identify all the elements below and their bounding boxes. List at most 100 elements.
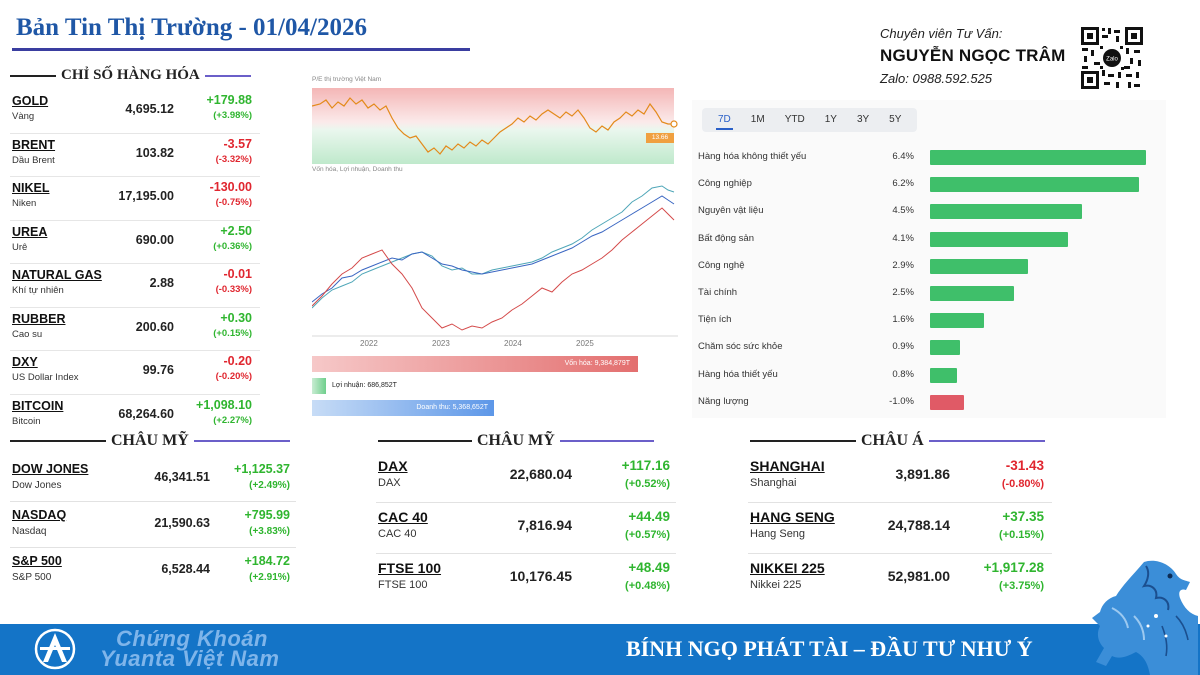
sector-row[interactable]: Hàng hóa không thiết yếu 6.4% (692, 144, 1166, 171)
commodity-subtitle: Dầu Brent (12, 154, 55, 166)
index-row[interactable]: DOW JONES Dow Jones 46,341.51 +1,125.37 (+2.… (10, 456, 296, 502)
commodity-change-pct: (+0.36%) (213, 240, 252, 252)
sector-row[interactable]: Tiện ích 1.6% (692, 307, 1166, 334)
consultant-zalo: Zalo: 0988.592.525 (880, 71, 993, 86)
index-name[interactable]: S&P 500 (12, 554, 62, 568)
index-name[interactable]: DOW JONES (12, 462, 89, 476)
sector-change-pct: 4.1% (892, 232, 914, 244)
sector-row[interactable]: Bất động sản 4.1% (692, 226, 1166, 253)
commodity-change-pct: (+0.15%) (213, 327, 252, 339)
index-name[interactable]: SHANGHAI (750, 458, 825, 474)
index-value: 24,788.14 (887, 517, 950, 533)
index-row[interactable]: DAX DAX 22,680.04 +117.16 (+0.52%) (376, 452, 676, 503)
tab-3y[interactable]: 3Y (856, 114, 870, 125)
sector-row[interactable]: Nguyên vật liệu 4.5% (692, 198, 1166, 225)
year-label: 2024 (504, 339, 522, 348)
index-change-pct: (+2.91%) (249, 572, 290, 583)
index-subtitle: Nikkei 225 (750, 579, 802, 591)
index-change-pct: (+3.83%) (249, 526, 290, 537)
commodity-row[interactable]: BRENT Dầu Brent 103.82 -3.57 (-3.32%) (10, 134, 260, 177)
commodity-row[interactable]: NIKEL Niken 17,195.00 -130.00 (-0.75%) (10, 177, 260, 221)
index-name[interactable]: DAX (378, 458, 408, 474)
profit-legend: Lợi nhuận: 686,852T (332, 382, 397, 389)
commodity-name[interactable]: NATURAL GAS (12, 268, 102, 282)
index-row[interactable]: HANG SENG Hang Seng 24,788.14 +37.35 (+0.15%… (748, 503, 1052, 554)
commodity-name[interactable]: NIKEL (12, 181, 50, 195)
index-change-pct: (+0.52%) (625, 478, 670, 490)
sector-change-pct: 6.2% (892, 178, 914, 190)
index-value: 3,891.86 (895, 466, 951, 482)
sector-change-pct: 2.9% (892, 259, 914, 271)
commodity-value: 2.88 (149, 276, 174, 290)
index-row[interactable]: NIKKEI 225 Nikkei 225 52,981.00 +1,917.28 (+… (748, 554, 1052, 605)
sector-name: Nguyên vật liệu (698, 205, 764, 217)
index-change: +44.49 (628, 509, 670, 524)
consultant-name: NGUYỄN NGỌC TRÂM (880, 46, 1066, 65)
sector-row[interactable]: Chăm sóc sức khỏe 0.9% (692, 334, 1166, 361)
commodity-name[interactable]: BITCOIN (12, 398, 64, 413)
index-subtitle: CAC 40 (378, 528, 417, 540)
tab-1m[interactable]: 1M (750, 114, 765, 125)
commodity-row[interactable]: DXY US Dollar Index 99.76 -0.20 (-0.20%) (10, 351, 260, 395)
sector-name: Hàng hóa không thiết yếu (698, 151, 807, 162)
tab-5y[interactable]: 5Y (889, 114, 902, 125)
index-name[interactable]: FTSE 100 (378, 560, 442, 576)
index-value: 10,176.45 (509, 568, 572, 584)
commodity-name[interactable]: RUBBER (12, 311, 66, 326)
year-label: 2023 (432, 339, 450, 348)
commodity-name[interactable]: UREA (12, 224, 48, 239)
commodity-row[interactable]: UREA Urê 690.00 +2.50 (+0.36%) (10, 221, 260, 264)
index-row[interactable]: NASDAQ Nasdaq 21,590.63 +795.99 (+3.83%) (10, 502, 296, 548)
commodity-name[interactable]: DXY (12, 355, 38, 369)
commodity-name[interactable]: GOLD (12, 94, 49, 108)
year-label: 2022 (360, 339, 378, 348)
index-name[interactable]: CAC 40 (378, 509, 428, 525)
index-value: 6,528.44 (161, 562, 210, 576)
qr-code-icon[interactable]: Zalo (1080, 26, 1144, 90)
sector-change-pct: 0.9% (892, 341, 914, 353)
index-change: +37.35 (1002, 509, 1044, 524)
market-cap-legend: Vốn hóa: 9,384,879T (312, 356, 638, 372)
index-row[interactable]: CAC 40 CAC 40 7,816.94 +44.49 (+0.57%) (376, 503, 676, 554)
sector-row[interactable]: Công nghiệp 6.2% (692, 171, 1166, 198)
commodity-value: 103.82 (135, 145, 174, 160)
index-subtitle: S&P 500 (12, 572, 52, 583)
consultant-info: Chuyên viên Tư Vấn: NGUYỄN NGỌC TRÂM Zal… (880, 26, 1080, 86)
index-row[interactable]: SHANGHAI Shanghai 3,891.86 -31.43 (-0.80%) (748, 452, 1052, 503)
index-row[interactable]: S&P 500 S&P 500 6,528.44 +184.72 (+2.91%) (10, 548, 296, 594)
sector-bar (930, 394, 964, 410)
sector-name: Bất động sản (698, 232, 754, 244)
sector-row[interactable]: Tài chính 2.5% (692, 280, 1166, 307)
tab-ytd[interactable]: YTD (784, 114, 805, 125)
pe-current-badge: 13.66 (646, 133, 674, 143)
commodity-row[interactable]: RUBBER Cao su 200.60 +0.30 (+0.15%) (10, 308, 260, 351)
sector-row[interactable]: Hàng hóa thiết yếu 0.8% (692, 362, 1166, 389)
year-label: 2025 (576, 339, 594, 348)
index-change-pct: (+2.49%) (249, 480, 290, 491)
tab-7d[interactable]: 7D (708, 108, 741, 132)
commodity-value: 68,264.60 (118, 406, 174, 421)
commodity-change: -0.01 (223, 267, 253, 281)
sector-bar (930, 286, 1015, 301)
index-value: 21,590.63 (154, 516, 210, 530)
commodity-row[interactable]: GOLD Vàng 4,695.12 +179.88 (+3.98%) (10, 90, 260, 134)
pe-chart (312, 88, 678, 164)
index-row[interactable]: FTSE 100 FTSE 100 10,176.45 +48.49 (+0.48%) (376, 554, 676, 605)
index-name[interactable]: HANG SENG (750, 509, 835, 525)
commodity-subtitle: Cao su (12, 328, 43, 340)
sector-row[interactable]: Công nghệ 2.9% (692, 253, 1166, 280)
index-subtitle: FTSE 100 (378, 579, 428, 591)
index-name[interactable]: NASDAQ (12, 508, 67, 522)
footer-slogan: BÍNH NGỌ PHÁT TÀI – ĐẦU TƯ NHƯ Ý (626, 636, 1033, 661)
commodity-row[interactable]: BITCOIN Bitcoin 68,264.60 +1,098.10 (+2.27%) (10, 395, 260, 439)
tab-1y[interactable]: 1Y (824, 114, 837, 125)
europe-index-list: DAX DAX 22,680.04 +117.16 (+0.52%) CAC 40 CAC … (376, 452, 676, 605)
commodity-subtitle: Niken (12, 198, 37, 209)
commodity-name[interactable]: BRENT (12, 137, 56, 152)
sector-name: Công nghệ (698, 259, 745, 271)
sector-row[interactable]: Năng lượng -1.0% (692, 389, 1166, 416)
index-change: +117.16 (621, 458, 670, 473)
commodity-row[interactable]: NATURAL GAS Khí tự nhiên 2.88 -0.01 (-0.33%) (10, 264, 260, 308)
index-name[interactable]: NIKKEI 225 (750, 560, 825, 576)
commodity-change-pct: (-3.32%) (215, 153, 252, 165)
